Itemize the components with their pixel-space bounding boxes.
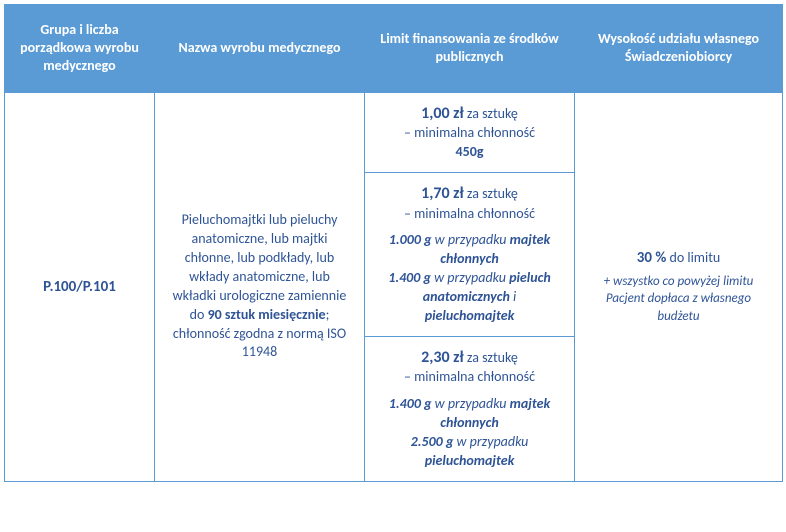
header-own-share: Wysokość udziału własnego Świadczeniobio… (575, 5, 783, 93)
limit-1-line-1-val: 450g (377, 143, 562, 162)
cell-limit-3: 2,30 zł za sztukę – minimalna chłonność … (365, 336, 575, 481)
limit-2-sublabel: – minimalna chłonność (377, 205, 562, 224)
header-group-code: Grupa i liczba porządkowa wyrobu medyczn… (5, 5, 155, 93)
limit-1-sublabel: – minimalna chłonność (377, 124, 562, 143)
limit-2-line-2-val: 1.400 g (388, 269, 431, 286)
table-row: P.100/P.101 Pieluchomajtki lub pieluchy … (5, 92, 783, 172)
limit-2-per: za sztukę (464, 185, 518, 202)
limit-2-line-2-bold2: pieluchomajtek (425, 307, 515, 324)
limit-3-line-1-val: 1.400 g (389, 395, 432, 412)
share-percent: 30 % (637, 249, 667, 267)
cell-limit-2: 1,70 zł za sztukę – minimalna chłonność … (365, 172, 575, 336)
cell-limit-1: 1,00 zł za sztukę – minimalna chłonność … (365, 92, 575, 172)
limit-3-per: za sztukę (464, 349, 518, 366)
reimbursement-table: Grupa i liczba porządkowa wyrobu medyczn… (4, 4, 783, 482)
limit-3-line-1: 1.400 g w przypadku majtek chłonnych (377, 395, 562, 433)
limit-2-line-1: 1.000 g w przypadku majtek chłonnych (377, 231, 562, 269)
cell-own-share: 30 % do limitu + wszystko co powyżej lim… (575, 92, 783, 481)
limit-3-line-2-txt: w przypadku (453, 433, 528, 450)
cell-code: P.100/P.101 (5, 92, 155, 481)
share-note: + wszystko co powyżej limitu Pacjent dop… (587, 273, 770, 326)
share-text: do limitu (666, 249, 720, 266)
limit-2-line-1-val: 1.000 g (389, 231, 432, 248)
limit-2-line-1-txt: w przypadku (431, 231, 509, 248)
limit-3-line-2-val: 2.500 g (411, 433, 454, 450)
limit-2-price: 1,70 zł (421, 184, 464, 203)
limit-1-per: za sztukę (464, 105, 518, 122)
limit-1-price: 1,00 zł (421, 104, 464, 123)
table-header-row: Grupa i liczba porządkowa wyrobu medyczn… (5, 5, 783, 93)
limit-3-line-1-txt: w przypadku (431, 395, 509, 412)
limit-2-line-2: 1.400 g w przypadku pieluch anatomicznyc… (377, 269, 562, 326)
header-product-name: Nazwa wyrobu medycznego (155, 5, 365, 93)
limit-3-line-2-bold: pieluchomajtek (425, 452, 515, 469)
product-code: P.100/P.101 (43, 278, 116, 296)
limit-3-sublabel: – minimalna chłonność (377, 368, 562, 387)
limit-2-line-2-txt: w przypadku (431, 269, 509, 286)
product-name-qty: 90 sztuk miesięcznie (208, 306, 326, 323)
limit-2-line-2-tail: i (510, 288, 516, 305)
header-funding-limit: Limit finansowania ze środków publicznyc… (365, 5, 575, 93)
cell-product-name: Pieluchomajtki lub pieluchy anatomiczne,… (155, 92, 365, 481)
limit-3-price: 2,30 zł (421, 348, 464, 367)
limit-3-line-2: 2.500 g w przypadku pieluchomajtek (377, 433, 562, 471)
